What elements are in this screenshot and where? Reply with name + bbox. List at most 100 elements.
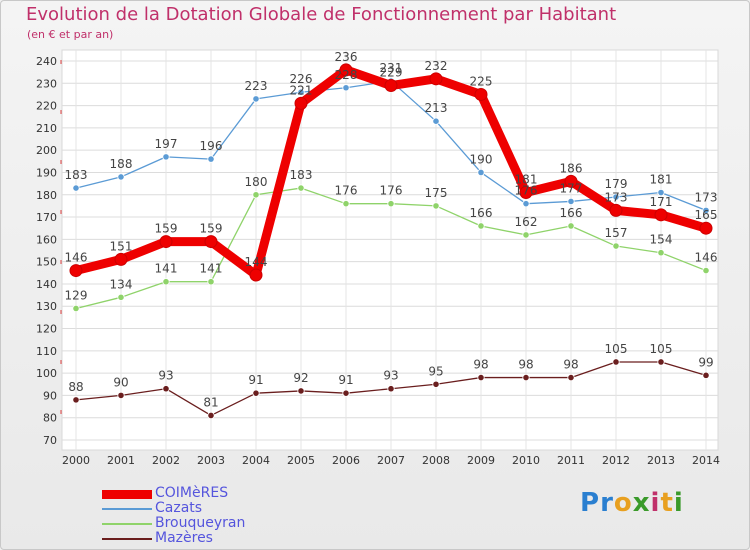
y-tick-label: 190	[36, 166, 57, 179]
y-tick-label: 200	[36, 144, 57, 157]
data-point-cazats	[477, 168, 485, 177]
logo-letter: r	[600, 488, 614, 518]
data-point-coim-res	[699, 221, 713, 235]
data-label-cazats: 226	[290, 72, 313, 86]
y-tick-label: 150	[36, 256, 57, 269]
data-point-maz-res	[162, 385, 170, 393]
data-label-maz-res: 98	[518, 358, 533, 372]
data-label-maz-res: 90	[113, 375, 128, 389]
y-tick-label: 80	[43, 412, 57, 425]
data-label-brouqueyran: 176	[380, 184, 403, 198]
data-label-maz-res: 93	[383, 369, 398, 383]
x-tick-label: 2011	[557, 454, 585, 467]
data-label-coim-res: 173	[605, 190, 628, 204]
x-tick-label: 2004	[242, 454, 270, 467]
y-tick-label: 210	[36, 122, 57, 135]
legend-label-maz-res: Mazères	[155, 530, 213, 546]
y-tick-label: 90	[43, 389, 57, 402]
data-point-brouqueyran	[522, 231, 530, 239]
data-label-coim-res: 186	[560, 161, 583, 175]
data-label-coim-res: 225	[470, 74, 493, 88]
y-tick-label: 110	[36, 345, 57, 358]
legend-item-maz-res: Mazères	[102, 530, 302, 546]
data-point-cazats	[297, 88, 305, 96]
logo-letter: P	[580, 488, 601, 518]
data-label-brouqueyran: 146	[695, 251, 718, 265]
x-tick-label: 2000	[62, 454, 90, 467]
data-point-brouqueyran	[657, 249, 665, 257]
data-point-brouqueyran	[162, 278, 170, 286]
data-label-maz-res: 95	[428, 364, 443, 378]
y-tick-label: 240	[36, 55, 57, 68]
data-label-brouqueyran: 175	[425, 186, 448, 200]
data-point-brouqueyran	[252, 191, 260, 199]
data-label-maz-res: 81	[203, 395, 218, 409]
legend-swatch-cazats	[102, 507, 152, 510]
data-point-coim-res	[294, 96, 308, 110]
data-point-maz-res	[207, 411, 215, 420]
x-tick-label: 2009	[467, 454, 495, 467]
data-point-coim-res	[564, 174, 578, 188]
legend-item-cazats: Cazats	[102, 500, 302, 516]
data-point-maz-res	[72, 396, 80, 404]
data-point-brouqueyran	[207, 278, 215, 286]
data-label-maz-res: 92	[293, 371, 308, 385]
data-point-maz-res	[612, 358, 620, 366]
data-point-cazats	[567, 197, 575, 206]
data-point-maz-res	[297, 387, 305, 395]
y-tick-label: 130	[36, 300, 57, 313]
x-tick-label: 2003	[197, 454, 225, 467]
chart-subtitle: (en € et par an)	[27, 28, 114, 41]
data-point-brouqueyran	[477, 222, 485, 230]
data-label-maz-res: 91	[338, 373, 353, 387]
data-label-brouqueyran: 134	[110, 277, 133, 291]
data-point-cazats	[702, 206, 710, 214]
data-point-cazats	[522, 200, 530, 208]
data-label-cazats: 190	[470, 152, 493, 166]
x-tick-label: 2006	[332, 454, 360, 467]
legend-swatch-coim-res	[102, 489, 152, 499]
data-label-cazats: 173	[695, 190, 718, 204]
data-point-maz-res	[387, 385, 395, 393]
data-point-cazats	[207, 155, 215, 163]
data-label-cazats: 181	[650, 173, 673, 187]
logo-letter: o	[613, 488, 633, 518]
data-label-brouqueyran: 154	[650, 233, 673, 247]
data-label-cazats: 223	[245, 79, 268, 93]
y-tick-label: 100	[36, 367, 57, 380]
data-label-maz-res: 105	[650, 342, 673, 356]
data-label-brouqueyran: 180	[245, 175, 268, 189]
logo-letter: i	[650, 488, 661, 518]
plot-area	[61, 49, 719, 451]
x-tick-label: 2005	[287, 454, 315, 467]
logo-letter: i	[673, 488, 684, 518]
data-label-cazats: 231	[380, 61, 403, 75]
data-label-coim-res: 165	[695, 208, 718, 222]
data-point-coim-res	[339, 63, 353, 77]
data-label-maz-res: 93	[158, 369, 173, 383]
data-point-coim-res	[474, 87, 488, 101]
data-label-cazats: 176	[515, 184, 538, 198]
data-label-coim-res: 146	[65, 251, 88, 265]
y-tick-label: 180	[36, 189, 57, 202]
data-point-coim-res	[204, 235, 218, 249]
data-label-coim-res: 236	[335, 50, 358, 64]
data-label-brouqueyran: 176	[335, 184, 358, 198]
x-tick-label: 2001	[107, 454, 135, 467]
x-tick-label: 2002	[152, 454, 180, 467]
data-point-maz-res	[432, 380, 440, 388]
data-point-maz-res	[657, 358, 665, 366]
legend-swatch-maz-res	[102, 537, 152, 540]
legend-label-brouqueyran: Brouqueyran	[155, 515, 246, 531]
data-point-coim-res	[609, 203, 623, 217]
data-point-coim-res	[429, 72, 443, 86]
x-tick-label: 2010	[512, 454, 540, 467]
data-label-coim-res: 159	[200, 222, 223, 236]
data-label-cazats: 196	[200, 139, 223, 153]
data-point-cazats	[72, 184, 80, 192]
data-point-maz-res	[702, 371, 710, 379]
data-point-brouqueyran	[567, 222, 575, 230]
data-point-brouqueyran	[432, 202, 440, 210]
data-point-maz-res	[342, 389, 350, 397]
data-label-maz-res: 98	[473, 358, 488, 372]
